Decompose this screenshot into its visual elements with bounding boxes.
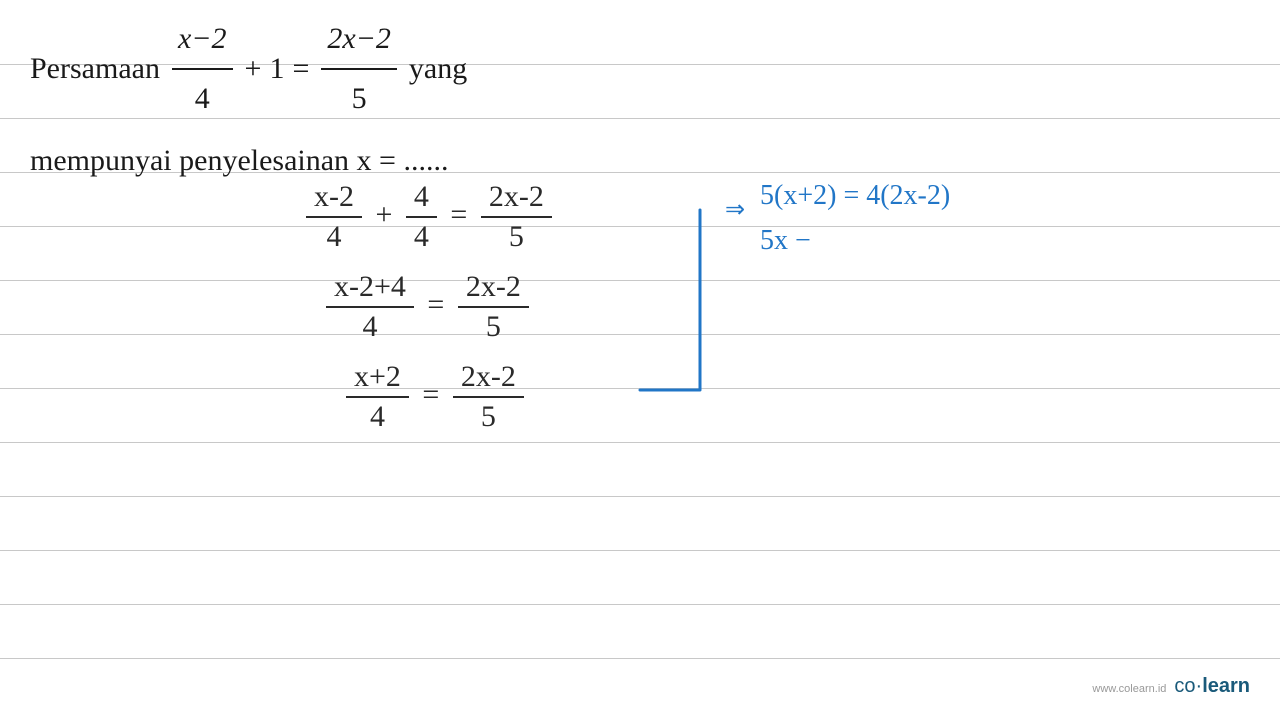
hw-step-1: x-2 4 + 4 4 = 2x-2 5 [300, 180, 558, 254]
brand-co: co [1174, 675, 1195, 697]
hw-s2-frac2: 2x-2 5 [458, 270, 529, 344]
hw-s2-frac1: x-2+4 4 [326, 270, 414, 344]
hw-s1-f1-den: 4 [327, 218, 342, 254]
problem-frac1-den: 4 [195, 70, 210, 126]
hw-s1-plus: + [376, 198, 393, 231]
handwritten-work: x-2 4 + 4 4 = 2x-2 5 x-2+4 4 = 2x-2 5 x+… [0, 180, 1280, 580]
problem-line-1: Persamaan x−2 4 + 1 = 2x−2 5 yang [30, 12, 1250, 126]
brand-learn: learn [1202, 675, 1250, 697]
hw-s1-frac3: 2x-2 5 [481, 180, 552, 254]
hw-s3-frac1: x+2 4 [346, 360, 409, 434]
hw-s1-frac1: x-2 4 [306, 180, 362, 254]
hw-s3-f1-num: x+2 [346, 360, 409, 398]
problem-plus: + [245, 42, 262, 96]
problem-equals: = [292, 42, 309, 96]
problem-word-yang: yang [409, 42, 467, 96]
hw-s3-f1-den: 4 [370, 398, 385, 434]
problem-frac1-num: x−2 [172, 12, 233, 70]
ruled-line [0, 604, 1280, 605]
hw-s1-f2-den: 4 [414, 218, 429, 254]
problem-one: 1 [269, 42, 284, 96]
hw-s3-f2-den: 5 [481, 398, 496, 434]
problem-frac2-den: 5 [352, 70, 367, 126]
blue-step-2: 5x − [760, 225, 811, 257]
problem-fraction-2: 2x−2 5 [321, 12, 397, 126]
hw-s2-f1-den: 4 [362, 308, 377, 344]
hw-s2-f1-num: x-2+4 [326, 270, 414, 308]
hw-s3-f2-num: 2x-2 [453, 360, 524, 398]
hw-s3-frac2: 2x-2 5 [453, 360, 524, 434]
hw-s1-eq: = [450, 198, 467, 231]
footer-brand: co·learn [1174, 675, 1250, 698]
blue-connector-line [0, 180, 1280, 580]
hw-step-3: x+2 4 = 2x-2 5 [340, 360, 530, 434]
problem-word-persamaan: Persamaan [30, 42, 160, 96]
hw-s2-f2-den: 5 [486, 308, 501, 344]
hw-step-2: x-2+4 4 = 2x-2 5 [320, 270, 535, 344]
footer: www.colearn.id co·learn [1092, 675, 1250, 698]
problem-fraction-1: x−2 4 [172, 12, 233, 126]
problem-frac2-num: 2x−2 [321, 12, 397, 70]
hw-s1-frac2: 4 4 [406, 180, 437, 254]
hw-s2-eq: = [427, 288, 444, 321]
hw-s1-f3-den: 5 [509, 218, 524, 254]
ruled-line [0, 658, 1280, 659]
problem-line-2: mempunyai penyelesainan x = ...... [30, 144, 1250, 178]
hw-s2-f2-num: 2x-2 [458, 270, 529, 308]
blue-arrow: ⇒ [725, 195, 745, 224]
footer-url: www.colearn.id [1092, 683, 1166, 695]
hw-s3-eq: = [422, 378, 439, 411]
problem-statement: Persamaan x−2 4 + 1 = 2x−2 5 yang mempun… [0, 0, 1280, 190]
